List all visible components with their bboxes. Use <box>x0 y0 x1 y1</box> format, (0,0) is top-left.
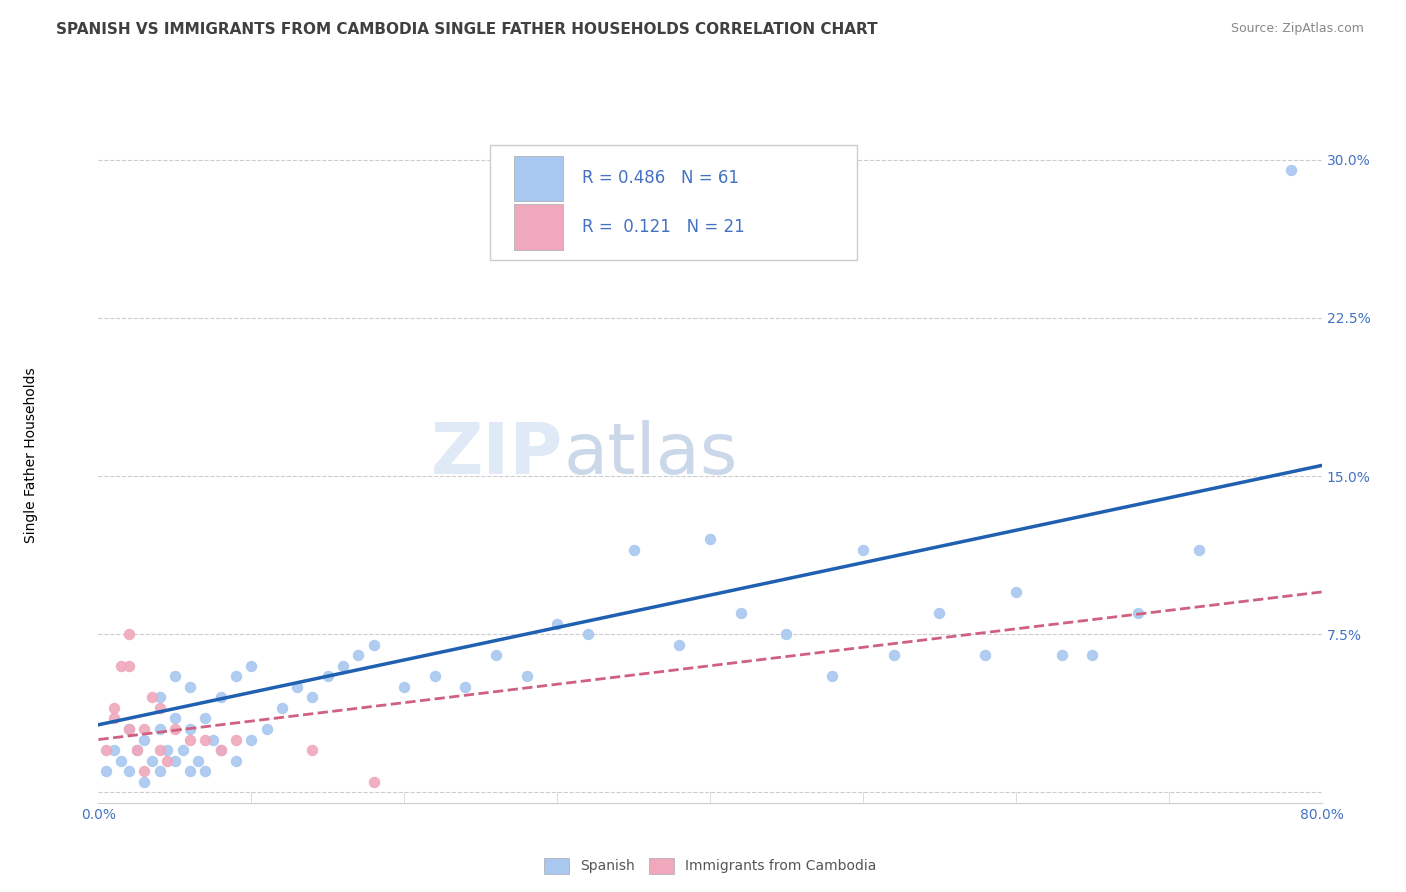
Point <box>179 680 201 694</box>
Point <box>209 743 232 757</box>
Point <box>974 648 997 663</box>
Point <box>94 764 117 779</box>
Point <box>301 743 323 757</box>
Point <box>209 743 232 757</box>
Point <box>623 542 645 557</box>
Point <box>202 732 225 747</box>
Point <box>332 658 354 673</box>
Point <box>730 606 752 620</box>
Text: SPANISH VS IMMIGRANTS FROM CAMBODIA SINGLE FATHER HOUSEHOLDS CORRELATION CHART: SPANISH VS IMMIGRANTS FROM CAMBODIA SING… <box>56 22 877 37</box>
Point <box>546 616 568 631</box>
Point <box>125 743 148 757</box>
Bar <box>515 204 564 250</box>
Point <box>1188 542 1211 557</box>
Point <box>141 754 163 768</box>
Point <box>240 732 263 747</box>
Text: Single Father Households: Single Father Households <box>24 368 38 542</box>
Point <box>301 690 323 705</box>
Point <box>1128 606 1150 620</box>
Point <box>103 701 125 715</box>
Point <box>103 743 125 757</box>
Point <box>392 680 416 694</box>
Bar <box>515 156 564 201</box>
Point <box>270 701 292 715</box>
Point <box>163 754 186 768</box>
Point <box>110 658 132 673</box>
Point <box>149 690 172 705</box>
Point <box>149 743 172 757</box>
Point <box>94 743 117 757</box>
Point <box>156 754 179 768</box>
Text: R =  0.121   N = 21: R = 0.121 N = 21 <box>582 218 744 235</box>
Point <box>347 648 370 663</box>
Point <box>194 764 217 779</box>
Point <box>179 722 201 736</box>
Point <box>134 774 156 789</box>
Point <box>775 627 797 641</box>
Legend: Spanish, Immigrants from Cambodia: Spanish, Immigrants from Cambodia <box>538 852 882 880</box>
Text: ZIP: ZIP <box>432 420 564 490</box>
Point <box>821 669 844 683</box>
Point <box>194 711 217 725</box>
Point <box>485 648 508 663</box>
Text: atlas: atlas <box>564 420 738 490</box>
Point <box>110 754 132 768</box>
Point <box>576 627 599 641</box>
Point <box>240 658 263 673</box>
Point <box>118 722 141 736</box>
Text: Source: ZipAtlas.com: Source: ZipAtlas.com <box>1230 22 1364 36</box>
Point <box>134 764 156 779</box>
Point <box>516 669 538 683</box>
Point <box>852 542 875 557</box>
Point <box>118 764 141 779</box>
Point <box>118 722 141 736</box>
Point <box>118 627 141 641</box>
Point <box>163 669 186 683</box>
Point <box>256 722 278 736</box>
Point <box>363 774 385 789</box>
Point <box>1279 163 1302 178</box>
Point <box>194 732 217 747</box>
Point <box>928 606 950 620</box>
Point <box>163 722 186 736</box>
Point <box>699 533 721 547</box>
Point <box>668 638 690 652</box>
Point <box>172 743 194 757</box>
Point <box>149 701 172 715</box>
Point <box>316 669 339 683</box>
Point <box>156 743 179 757</box>
Point <box>454 680 477 694</box>
FancyBboxPatch shape <box>489 145 856 260</box>
Point <box>209 690 232 705</box>
Text: R = 0.486   N = 61: R = 0.486 N = 61 <box>582 169 738 187</box>
Point <box>118 658 141 673</box>
Point <box>883 648 905 663</box>
Point <box>285 680 308 694</box>
Point <box>163 711 186 725</box>
Point <box>1081 648 1104 663</box>
Point <box>125 743 148 757</box>
Point <box>225 669 247 683</box>
Point <box>423 669 446 683</box>
Point <box>134 722 156 736</box>
Point <box>179 764 201 779</box>
Point <box>363 638 385 652</box>
Point <box>103 711 125 725</box>
Point <box>179 732 201 747</box>
Point <box>149 722 172 736</box>
Point <box>149 764 172 779</box>
Point <box>1050 648 1073 663</box>
Point <box>134 732 156 747</box>
Point <box>187 754 209 768</box>
Point <box>1004 585 1026 599</box>
Point <box>141 690 163 705</box>
Point <box>225 732 247 747</box>
Point <box>225 754 247 768</box>
